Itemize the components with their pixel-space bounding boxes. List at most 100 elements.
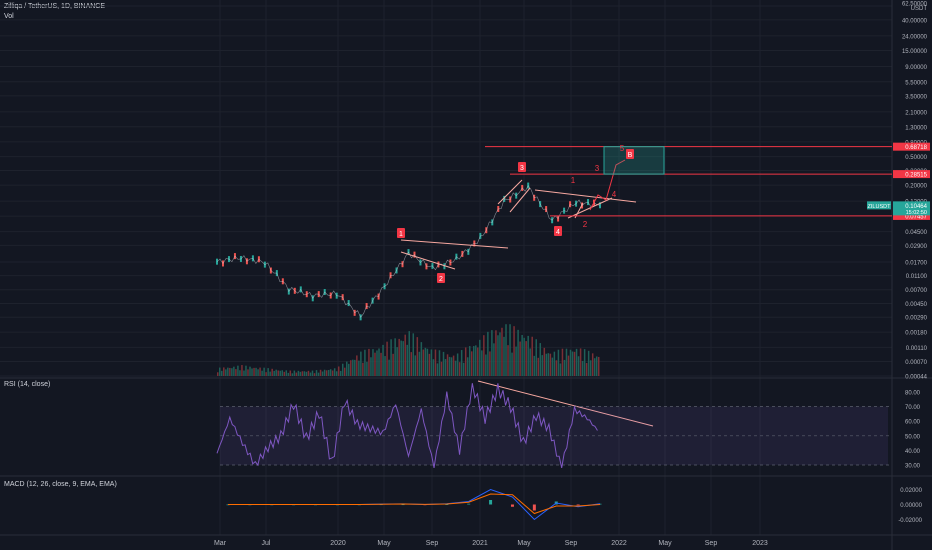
time-tick: Jul [262, 540, 271, 547]
wave-label: 3 [595, 164, 600, 173]
rsi-tick: 30.00 [905, 464, 921, 470]
price-tick: 0.01100 [906, 274, 928, 280]
volume-bars [217, 324, 600, 376]
wave-label-box [554, 226, 562, 236]
volume-bar [291, 373, 294, 376]
volume-bar [513, 326, 515, 376]
volume-bar [384, 356, 386, 376]
price-tick: 0.00290 [905, 316, 927, 322]
volume-bar [271, 368, 273, 376]
volume-bar [527, 335, 529, 376]
rsi-label[interactable]: RSI (14, close) [4, 381, 51, 388]
volume-bar [475, 345, 477, 376]
volume-bar [267, 368, 269, 376]
volume-bar [261, 370, 263, 376]
time-axis[interactable]: Mar Jul 2020 May Sep 2021 May Sep 2022 May Sep 2023 [214, 540, 768, 547]
volume-bar [571, 351, 574, 376]
volume-bar [293, 370, 296, 376]
wave-label-box [518, 162, 526, 172]
volume-bar [418, 351, 421, 376]
volume-bar [277, 370, 279, 376]
volume-bar [422, 349, 425, 376]
volume-bar [581, 360, 584, 376]
volume-bar [299, 371, 302, 376]
volume-bar [410, 352, 413, 376]
volume-bar [225, 369, 227, 376]
volume-bar [454, 360, 457, 376]
volume-bar [390, 339, 392, 376]
volume-bar [309, 372, 312, 376]
volume-bar [541, 355, 544, 376]
price-tick: 62.50000 [902, 2, 928, 8]
signal-line [228, 493, 601, 515]
volume-bar [493, 343, 495, 376]
volume-bar [591, 353, 594, 376]
macd-tick: 0.02000 [900, 488, 922, 494]
macd-label[interactable]: MACD (12, 26, close, 9, EMA, EMA) [4, 481, 117, 488]
macd-tick: 0.00000 [900, 503, 922, 509]
price-tick: 0.04500 [905, 230, 927, 236]
volume-bar [400, 340, 402, 376]
volume-bar [473, 346, 475, 376]
price-badge-text: 0.68718 [905, 145, 927, 151]
macd-histogram-bar [445, 504, 449, 505]
volume-bar [335, 371, 338, 376]
volume-bar [279, 370, 281, 376]
price-badge [893, 170, 930, 179]
volume-bar [394, 338, 396, 376]
volume-bar [557, 349, 560, 376]
countdown-text: 15:02:50 [906, 210, 927, 216]
volume-bar [595, 356, 598, 376]
volume-bar [265, 372, 267, 376]
volume-bar [466, 357, 469, 376]
volume-bar [370, 357, 372, 376]
volume-bar [448, 356, 451, 376]
volume-bar [539, 343, 542, 376]
rsi-tick: 60.00 [905, 420, 921, 426]
volume-bar [545, 353, 548, 376]
volume-bar [577, 356, 580, 376]
volume-bar [343, 367, 346, 376]
volume-bar [269, 371, 271, 376]
volume-bar [521, 334, 523, 376]
time-tick: Mar [214, 540, 227, 547]
volume-bar [358, 360, 360, 376]
macd-histogram-bar [467, 503, 471, 505]
symbol-tag [867, 201, 891, 210]
volume-bar [533, 355, 535, 376]
volume-bar [327, 369, 330, 376]
volume-bar [529, 348, 531, 376]
price-tick: 15.00000 [902, 49, 928, 55]
time-tick: 2022 [611, 540, 627, 547]
volume-bar [229, 367, 231, 376]
volume-bar [275, 369, 277, 376]
volume-bar [583, 349, 586, 376]
price-tick: 5.50000 [905, 80, 927, 86]
volume-bar [227, 367, 229, 376]
volume-bar [263, 367, 265, 376]
volume-bar [446, 354, 449, 376]
price-tick: 2.10000 [905, 110, 927, 116]
volume-bar [341, 363, 344, 376]
volume-bar [511, 352, 513, 376]
volume-bar [543, 347, 546, 376]
volume-bar [481, 350, 483, 376]
volume-bar [587, 350, 590, 376]
currency-label: USDT [911, 6, 928, 12]
drawings[interactable]: 1 2 3 4 B 1 2 3 4 5 [397, 144, 892, 427]
volume-bar [593, 358, 596, 376]
volume-bar [253, 367, 255, 376]
volume-bar [462, 362, 465, 376]
channel-line [400, 251, 456, 270]
price-tick: 1.30000 [905, 125, 927, 131]
price-tick: 24.00000 [902, 34, 928, 40]
volume-bar [470, 351, 473, 376]
volume-bar [430, 349, 433, 376]
channel-line [400, 239, 509, 249]
volume-bar [487, 331, 489, 376]
price-series [216, 182, 601, 321]
volume-label[interactable]: Vol [4, 13, 14, 20]
